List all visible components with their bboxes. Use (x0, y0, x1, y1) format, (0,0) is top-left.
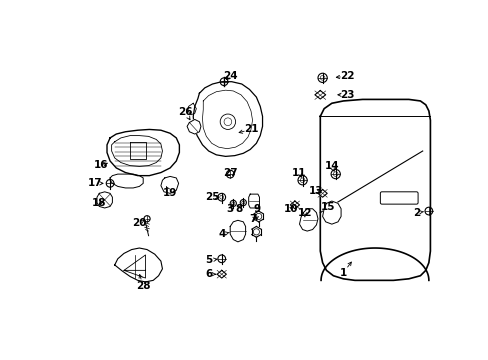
Text: 6: 6 (204, 269, 212, 279)
Text: 23: 23 (339, 90, 354, 100)
Polygon shape (317, 189, 326, 197)
Text: 11: 11 (292, 167, 306, 177)
Text: 10: 10 (283, 204, 298, 214)
Polygon shape (320, 99, 429, 280)
Polygon shape (322, 201, 341, 224)
Polygon shape (161, 176, 178, 193)
Polygon shape (290, 201, 299, 209)
Text: 18: 18 (92, 198, 106, 208)
Text: 17: 17 (87, 178, 102, 188)
Text: 28: 28 (136, 281, 150, 291)
Text: 9: 9 (253, 204, 260, 214)
Text: 21: 21 (243, 125, 258, 134)
Polygon shape (193, 82, 262, 156)
Text: 14: 14 (324, 161, 339, 171)
Text: 16: 16 (93, 160, 108, 170)
Polygon shape (299, 209, 317, 231)
Text: 5: 5 (204, 255, 212, 265)
Text: 19: 19 (163, 188, 177, 198)
Text: 26: 26 (178, 108, 192, 117)
Polygon shape (110, 174, 143, 188)
Polygon shape (230, 220, 245, 242)
Text: 20: 20 (132, 217, 146, 228)
Text: 27: 27 (223, 167, 237, 177)
Text: 8: 8 (235, 204, 243, 214)
Polygon shape (115, 248, 162, 282)
Text: 4: 4 (218, 229, 226, 239)
Polygon shape (217, 270, 226, 278)
Text: 15: 15 (320, 202, 335, 212)
Text: 1: 1 (339, 267, 346, 278)
Polygon shape (97, 192, 112, 208)
Text: 24: 24 (223, 71, 237, 81)
Text: 25: 25 (205, 192, 219, 202)
Polygon shape (107, 130, 179, 176)
Text: 12: 12 (297, 208, 311, 217)
Polygon shape (314, 91, 325, 99)
Text: 13: 13 (308, 186, 323, 196)
Text: 7: 7 (249, 214, 257, 224)
Text: 2: 2 (412, 208, 419, 217)
Text: 3: 3 (226, 204, 233, 214)
Polygon shape (248, 194, 259, 208)
Polygon shape (187, 120, 201, 134)
Text: 22: 22 (339, 71, 354, 81)
